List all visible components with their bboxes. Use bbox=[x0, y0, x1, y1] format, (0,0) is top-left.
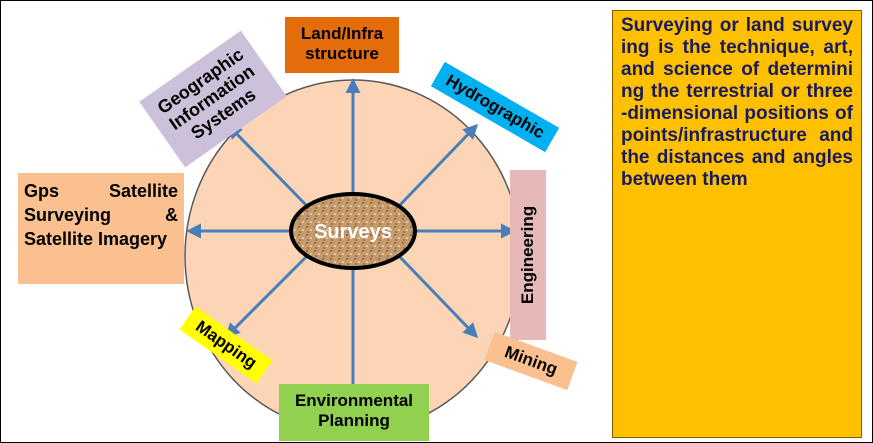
node: Gps Satellite Surveying & Satellite Imag… bbox=[18, 173, 184, 284]
center-node bbox=[289, 192, 417, 270]
node: Engineering bbox=[510, 170, 546, 340]
arrows bbox=[186, 78, 516, 429]
node: Land/Infra structure bbox=[285, 17, 399, 73]
description: Surveying or land surveying is the techn… bbox=[612, 10, 862, 438]
center-label: Surveys bbox=[314, 221, 392, 243]
node: Environmental Planning bbox=[279, 384, 429, 441]
